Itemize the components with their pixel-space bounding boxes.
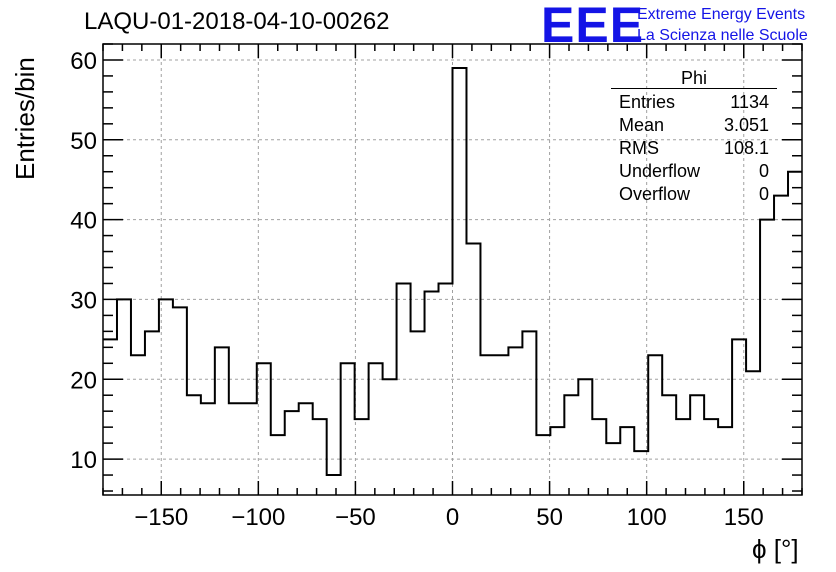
histogram-bin — [592, 419, 606, 495]
histogram-bin — [229, 403, 243, 495]
histogram-bin — [327, 475, 341, 495]
histogram-bin — [187, 395, 201, 495]
histogram-bin — [774, 196, 788, 495]
stats-label: Overflow — [619, 184, 691, 204]
plot-title: LAQU-01-2018-04-10-00262 — [84, 8, 390, 35]
histogram-bin — [215, 347, 229, 495]
histogram-bin — [173, 307, 187, 495]
histogram-bin — [439, 283, 453, 495]
histogram-bin — [620, 427, 634, 495]
histogram-bin — [480, 355, 494, 495]
histogram-bin — [369, 363, 383, 495]
stats-value: 0 — [758, 161, 769, 181]
histogram-bin — [564, 395, 578, 495]
histogram-bin — [522, 331, 536, 495]
x-axis-label: ϕ [°] — [752, 534, 799, 564]
histogram-bin — [704, 419, 718, 495]
stats-label: Mean — [619, 115, 665, 135]
histogram-bin — [466, 244, 480, 495]
stats-row-underflow: Underflow 0 — [611, 160, 777, 183]
x-tick-label: −100 — [231, 504, 285, 531]
y-axis-label: Entries/bin — [10, 57, 40, 180]
stats-row-mean: Mean 3.051 — [611, 114, 777, 137]
x-tick-label: 100 — [627, 504, 667, 531]
histogram-bin — [383, 379, 397, 495]
histogram-bin — [425, 291, 439, 495]
histogram-bin — [508, 347, 522, 495]
y-tick-label: 50 — [70, 128, 97, 155]
histogram-bin — [746, 371, 760, 495]
stats-row-entries: Entries 1134 — [611, 91, 777, 114]
histogram-bin — [718, 427, 732, 495]
histogram-bin — [313, 419, 327, 495]
y-tick-label: 40 — [70, 208, 97, 235]
stats-label: RMS — [619, 138, 659, 158]
histogram-bin — [201, 403, 215, 495]
x-tick-label: 150 — [724, 504, 764, 531]
histogram-bin — [760, 220, 774, 495]
stats-value: 108.1 — [723, 138, 769, 158]
y-tick-label: 30 — [70, 287, 97, 314]
logo-caption-line2: La Scienza nelle Scuole — [637, 27, 808, 44]
stats-value: 3.051 — [723, 115, 769, 135]
stats-value: 1134 — [730, 92, 769, 112]
tick-labels: −150 −100 −50 0 50 100 150 10 20 30 40 50 60 — [70, 48, 763, 531]
histogram-bin — [676, 419, 690, 495]
histogram-bin — [145, 331, 159, 495]
histogram-bin — [397, 283, 411, 495]
x-tick-label: 50 — [536, 504, 563, 531]
stats-row-rms: RMS 108.1 — [611, 137, 777, 160]
stats-value: 0 — [758, 184, 769, 204]
x-tick-label: −50 — [335, 504, 376, 531]
stats-label: Underflow — [619, 161, 701, 181]
x-tick-label: 0 — [446, 504, 459, 531]
histogram-bin — [271, 435, 285, 495]
axis-ticks — [102, 43, 803, 495]
eee-logo: EEE — [541, 0, 645, 53]
y-tick-label: 20 — [70, 367, 97, 394]
histogram-bin — [578, 379, 592, 495]
histogram-bin — [257, 363, 271, 495]
histogram-outline — [103, 66, 802, 477]
stats-row-overflow: Overflow 0 — [611, 183, 777, 206]
x-tick-label: −150 — [134, 504, 188, 531]
histogram-bin — [411, 331, 425, 495]
y-tick-label: 10 — [70, 447, 97, 474]
histogram-bin — [285, 411, 299, 495]
stats-box: Phi Entries 1134 Mean 3.051 RMS 108.1 Un… — [611, 68, 777, 206]
histogram-bin — [494, 355, 508, 495]
histogram-bin — [690, 395, 704, 495]
logo-caption: Extreme Energy Events La Scienza nelle S… — [637, 4, 808, 46]
stats-label: Entries — [619, 92, 676, 112]
histogram-bin — [536, 435, 550, 495]
histogram-bin — [550, 427, 564, 495]
histogram-bin — [355, 419, 369, 495]
histogram-bin — [341, 363, 355, 495]
histogram-bin — [299, 403, 313, 495]
histogram-bin — [453, 68, 467, 495]
logo-caption-line1: Extreme Energy Events — [637, 6, 806, 23]
histogram-bin — [243, 403, 257, 495]
histogram-bin — [117, 299, 131, 495]
histogram-bin — [662, 395, 676, 495]
histogram-bin — [648, 355, 662, 495]
stats-box-title: Phi — [611, 68, 777, 89]
histogram-bin — [131, 355, 145, 495]
histogram-bin — [606, 443, 620, 495]
y-tick-label: 60 — [70, 48, 97, 75]
